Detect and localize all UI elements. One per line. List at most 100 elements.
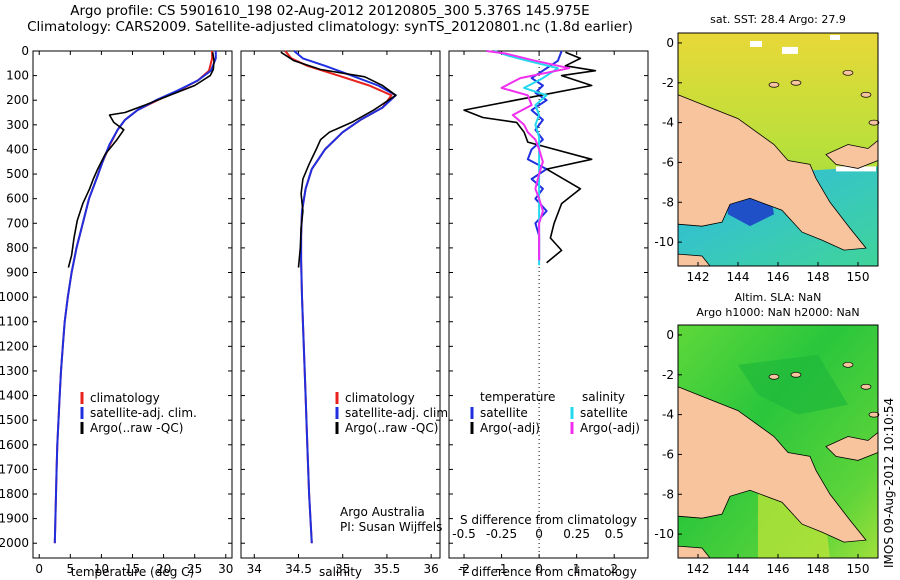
y-tick-label: 2000 <box>0 536 29 550</box>
profile-panel-3: -2 -1 0 1 2T difference from climatology -0.5… <box>448 50 649 579</box>
island <box>790 371 802 378</box>
island <box>868 411 880 418</box>
x-tick-label: -2 <box>458 562 470 576</box>
lon-tick-label: 148 <box>807 270 830 284</box>
series-line-2 <box>463 51 597 264</box>
annotation-line: Argo Australia <box>340 505 425 519</box>
lon-tick-label: 150 <box>847 270 870 284</box>
x-top-tick-label: -0.5 <box>452 527 475 541</box>
x-tick-label: 0 <box>535 562 543 576</box>
x-tick-label: -1 <box>496 562 508 576</box>
x-tick-label: 20 <box>156 562 171 576</box>
map-subtitle: Argo h1000: NaN h2000: NaN <box>696 306 859 319</box>
x-tick-label: 0 <box>35 562 43 576</box>
lat-tick-label: -2 <box>662 76 674 90</box>
lat-tick-label: -4 <box>662 408 674 422</box>
lon-tick-label: 144 <box>727 562 750 576</box>
lat-tick-label: 0 <box>666 36 674 50</box>
series-line-3 <box>493 50 559 266</box>
x-tick-label: 15 <box>125 562 140 576</box>
y-tick-label: 0 <box>21 44 29 58</box>
y-tick-label: 1100 <box>0 315 29 329</box>
island <box>790 79 802 86</box>
timestamp-stamp: IMOS 09-Aug-2012 10:10:54 <box>882 397 896 568</box>
legend-entry: satellite <box>580 406 628 420</box>
y-tick-label: 700 <box>6 216 29 230</box>
x-tick-label: 1 <box>573 562 581 576</box>
new-guinea-land <box>677 94 867 251</box>
missing-data-block <box>836 166 876 172</box>
lon-tick-label: 142 <box>687 562 710 576</box>
y-tick-label: 600 <box>6 192 29 206</box>
y-tick-label: 800 <box>6 241 29 255</box>
figure-title-line2: Climatology: CARS2009. Satellite-adjuste… <box>27 19 633 35</box>
map-title: Altim. SLA: NaN <box>735 291 822 304</box>
missing-data-block <box>830 34 840 40</box>
lat-tick-label: -10 <box>654 527 674 541</box>
legend-entry: Argo(-adj) <box>580 421 640 435</box>
island <box>842 361 854 368</box>
legend-entry: climatology <box>345 391 415 405</box>
plot-frame <box>448 50 649 559</box>
x-axis-label: temperature (deg C) <box>71 565 194 579</box>
x-tick-label: 36 <box>424 562 439 576</box>
island <box>860 383 872 390</box>
island <box>842 69 854 76</box>
map-panel-1: 142 144 146 148 150 0 -2 -4 -6 -8 -10 sat. SST: 28.… <box>654 13 880 284</box>
y-tick-label: 500 <box>6 167 29 181</box>
lat-tick-label: -10 <box>654 235 674 249</box>
lon-tick-label: 142 <box>687 270 710 284</box>
island <box>868 119 880 126</box>
y-tick-label: 1200 <box>0 339 29 353</box>
series-line-2 <box>293 50 397 544</box>
x-tick-label: 5 <box>66 562 74 576</box>
y-tick-label: 1800 <box>0 487 29 501</box>
legend-group-title: salinity <box>582 390 625 404</box>
legend-group-title: temperature <box>480 390 555 404</box>
x-tick-label: 2 <box>610 562 618 576</box>
y-tick-label: 200 <box>6 93 29 107</box>
x-tick-label: 10 <box>94 562 109 576</box>
profile-panel-1: 0100200300400500600700800900100011001200… <box>0 44 233 579</box>
lat-tick-label: -2 <box>662 368 674 382</box>
y-tick-label: 900 <box>6 266 29 280</box>
series-line-4 <box>486 50 571 261</box>
series-line-2 <box>53 51 217 544</box>
missing-data-block <box>750 40 762 47</box>
legend-entry: satellite-adj. clim. <box>345 406 452 420</box>
legend-entry: Argo(..raw -QC) <box>345 421 438 435</box>
plot-frame <box>32 50 233 559</box>
x-top-tick-label: -0.25 <box>486 527 517 541</box>
annotation-line: PI: Susan Wijffels <box>340 520 442 534</box>
lon-tick-label: 148 <box>807 562 830 576</box>
y-tick-label: 1600 <box>0 438 29 452</box>
y-tick-label: 100 <box>6 69 29 83</box>
x-tick-label: 35.5 <box>374 562 401 576</box>
lon-tick-label: 150 <box>847 562 870 576</box>
x-tick-label: 30 <box>218 562 233 576</box>
y-tick-label: 1700 <box>0 462 29 476</box>
y-tick-label: 1000 <box>0 290 29 304</box>
legend-entry: climatology <box>90 391 160 405</box>
anomaly-core <box>738 354 848 415</box>
x-tick-label: 35 <box>335 562 350 576</box>
x-tick-label: 34.5 <box>285 562 312 576</box>
x-axis-label: salinity <box>319 565 362 579</box>
figure-title-line1: Argo profile: CS 5901610_198 02-Aug-2012… <box>70 3 590 19</box>
y-tick-label: 1300 <box>0 364 29 378</box>
missing-data-block <box>782 46 798 54</box>
lat-tick-label: -8 <box>662 195 674 209</box>
series-line-3 <box>67 52 215 268</box>
y-tick-label: 1400 <box>0 389 29 403</box>
x-top-axis-label: S difference from climatology <box>460 513 637 527</box>
profile-panel-2: 34 34.5 35 35.5 36 salinity climatologysatelli… <box>240 50 452 579</box>
island <box>768 81 780 88</box>
lon-tick-label: 146 <box>767 270 790 284</box>
x-top-tick-label: 0.25 <box>563 527 590 541</box>
x-tick-label: 34 <box>247 562 262 576</box>
y-tick-label: 1900 <box>0 512 29 526</box>
new-guinea-land <box>677 386 867 543</box>
island <box>768 373 780 380</box>
legend-entry: satellite <box>480 406 528 420</box>
